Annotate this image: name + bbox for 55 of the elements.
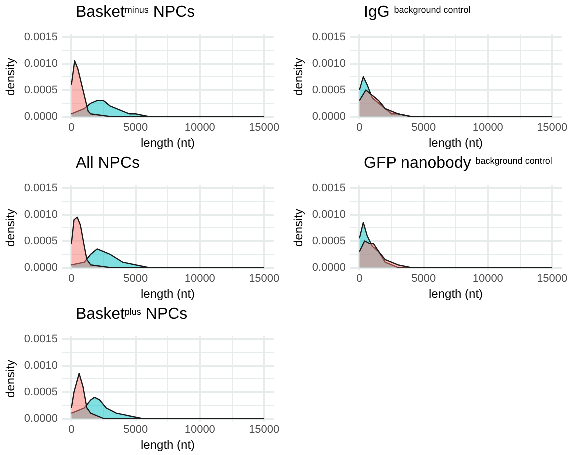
x-tick-label: 0: [356, 122, 363, 134]
y-tick-label: 0.0005: [24, 84, 58, 96]
y-tick-label: 0.0005: [312, 84, 346, 96]
x-tick-label: 0: [68, 424, 75, 436]
x-tick-label: 5000: [124, 122, 148, 134]
x-tick-label: 10000: [184, 424, 216, 436]
x-tick-label: 10000: [472, 122, 504, 134]
x-axis-title: length (nt): [429, 136, 484, 150]
x-tick-label: 15000: [537, 273, 568, 286]
y-axis-title: density: [4, 208, 18, 248]
x-tick-label: 0: [356, 273, 363, 286]
y-tick-label: 0.0010: [24, 58, 58, 70]
chart-title: Basket$^{plus}$ NPCs: [75, 305, 189, 325]
chart-title: All NPCs: [75, 154, 142, 174]
y-tick-label: 0.0010: [312, 58, 346, 70]
y-axis-title: density: [4, 58, 18, 96]
x-tick-label: 10000: [472, 273, 504, 286]
x-axis-title: length (nt): [141, 287, 196, 302]
x-tick-label: 5000: [412, 273, 436, 286]
y-tick-label: 0.0015: [24, 31, 58, 44]
y-tick-label: 0.0010: [312, 208, 346, 221]
x-tick-label: 10000: [184, 122, 216, 134]
x-axis-title: length (nt): [141, 438, 196, 452]
x-tick-label: 5000: [124, 424, 148, 436]
chart-title: IgG $^{background control}$: [363, 3, 472, 23]
y-tick-label: 0.0000: [312, 110, 346, 123]
x-axis-title: length (nt): [429, 287, 484, 302]
x-tick-label: 15000: [249, 273, 280, 286]
x-tick-label: 10000: [184, 273, 216, 286]
y-tick-label: 0.0000: [312, 262, 346, 274]
x-tick-label: 0: [68, 273, 75, 286]
chart-title: Basket$^{minus}$ NPCs: [75, 3, 196, 23]
y-tick-label: 0.0010: [24, 208, 58, 221]
x-tick-label: 15000: [537, 122, 568, 134]
y-tick-label: 0.0005: [312, 235, 346, 248]
y-tick-label: 0.0015: [312, 31, 346, 44]
y-tick-label: 0.0015: [312, 182, 346, 194]
y-tick-label: 0.0000: [24, 412, 58, 425]
chart-title: GFP nanobody $^{background control}$: [363, 154, 554, 174]
y-tick-label: 0.0000: [24, 262, 58, 274]
x-tick-label: 5000: [412, 122, 436, 134]
y-tick-label: 0.0000: [24, 110, 58, 123]
x-tick-label: 15000: [249, 424, 280, 436]
y-tick-label: 0.0015: [24, 333, 58, 346]
y-tick-label: 0.0015: [24, 182, 58, 194]
y-tick-label: 0.0005: [24, 386, 58, 398]
x-tick-label: 5000: [124, 273, 148, 286]
x-axis-title: length (nt): [141, 136, 196, 150]
y-axis-title: density: [292, 58, 306, 96]
y-tick-label: 0.0005: [24, 235, 58, 248]
x-tick-label: 0: [68, 122, 75, 134]
y-tick-label: 0.0010: [24, 360, 58, 372]
y-axis-title: density: [4, 360, 18, 398]
y-axis-title: density: [292, 208, 306, 248]
x-tick-label: 15000: [249, 122, 280, 134]
